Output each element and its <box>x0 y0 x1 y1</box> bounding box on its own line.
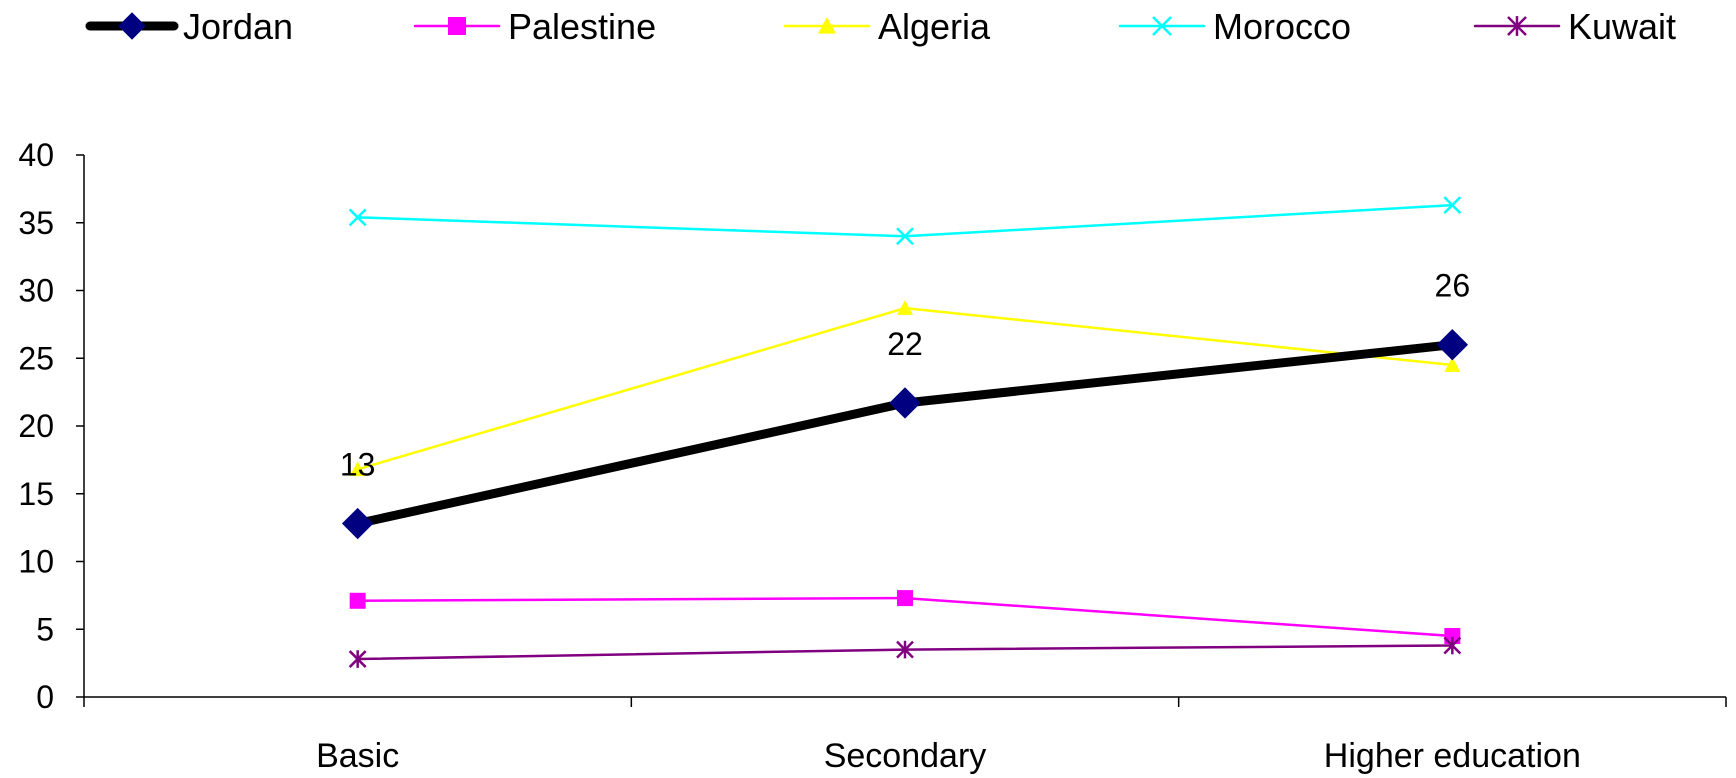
y-tick-label: 20 <box>18 408 54 444</box>
y-tick-label: 10 <box>18 544 54 580</box>
series-jordan <box>341 328 1469 540</box>
data-point-algeria <box>1444 357 1461 372</box>
legend-label: Palestine <box>508 6 656 47</box>
legend-marker <box>1507 16 1527 36</box>
y-tick-label: 15 <box>18 476 54 512</box>
data-point-algeria <box>349 461 366 477</box>
series-layer <box>341 196 1469 668</box>
x-tick-label: Secondary <box>824 737 987 775</box>
data-point-morocco <box>1443 196 1462 215</box>
data-point-kuwait <box>348 650 367 668</box>
legend-marker <box>1152 16 1172 36</box>
data-point-algeria <box>897 300 913 315</box>
legend-label: Kuwait <box>1568 6 1676 47</box>
data-point-jordan <box>1436 328 1469 361</box>
data-point-morocco <box>896 227 914 246</box>
y-tick-label: 35 <box>18 205 54 241</box>
data-label-jordan: 13 <box>340 447 376 483</box>
series-algeria <box>349 300 1461 477</box>
y-tick-label: 25 <box>18 340 54 376</box>
data-point-palestine <box>897 590 913 607</box>
series-kuwait <box>348 636 1462 668</box>
data-point-palestine <box>349 592 366 609</box>
y-tick-label: 40 <box>18 137 54 173</box>
legend-item-algeria: Algeria <box>783 6 991 47</box>
data-labels: 13 22 26 <box>340 268 1470 483</box>
legend-item-morocco: Morocco <box>1118 6 1351 47</box>
y-tick-label: 5 <box>36 611 54 647</box>
data-label-jordan: 26 <box>1435 268 1471 304</box>
series-line-morocco <box>356 203 1454 238</box>
legend-item-palestine: Palestine <box>413 6 656 47</box>
series-line-jordan <box>353 340 1457 529</box>
legend-label: Jordan <box>183 6 293 47</box>
legend-marker <box>118 12 146 40</box>
legend-label: Morocco <box>1213 6 1351 47</box>
data-point-jordan <box>889 387 921 419</box>
data-point-kuwait <box>1443 636 1462 655</box>
y-tick-label: 0 <box>36 679 54 715</box>
x-tick-label: Basic <box>316 737 399 775</box>
legend-label: Algeria <box>878 6 991 47</box>
data-point-jordan <box>341 507 374 540</box>
y-tick-label: 30 <box>18 273 54 309</box>
series-palestine <box>349 590 1461 645</box>
legend-marker <box>448 17 466 35</box>
legend-marker <box>818 17 836 34</box>
series-morocco <box>348 196 1462 246</box>
x-tick-label: Higher education <box>1324 737 1581 775</box>
legend-item-kuwait: Kuwait <box>1473 6 1676 47</box>
legend-item-jordan: Jordan <box>85 6 293 47</box>
data-label-jordan: 22 <box>887 326 923 362</box>
data-point-morocco <box>348 208 367 227</box>
data-point-kuwait <box>896 640 914 659</box>
legend: Jordan Palestine Algeria Morocco Kuwait <box>85 6 1676 47</box>
axes: 0 5 10 15 20 25 30 35 40 Basic Secondary Higher edu… <box>18 137 1727 775</box>
